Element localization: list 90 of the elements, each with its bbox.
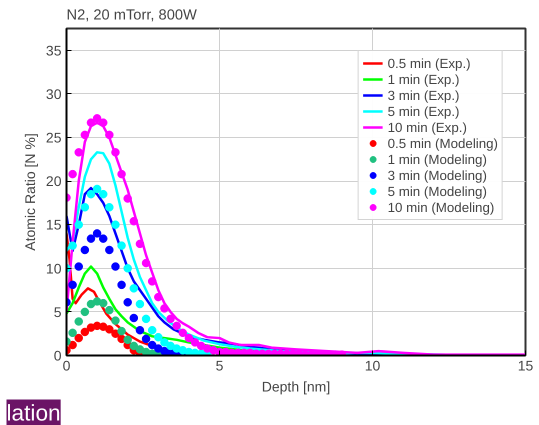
y-tick-label: 10 — [46, 260, 62, 276]
y-tick-label: 30 — [46, 86, 62, 102]
point — [123, 336, 132, 344]
point — [154, 332, 163, 342]
y-tick-label: 5 — [54, 304, 62, 320]
legend-label: 5 min (Modeling) — [388, 183, 487, 199]
point — [92, 229, 102, 238]
point — [117, 280, 126, 290]
point — [117, 241, 126, 250]
legend-label: 10 min (Exp.) — [388, 119, 467, 135]
x-tick-label: 10 — [364, 358, 380, 374]
point — [136, 240, 144, 248]
y-tick-label: 25 — [46, 130, 62, 146]
point — [154, 292, 163, 302]
point — [142, 258, 150, 268]
legend-label: 0.5 min (Exp.) — [388, 55, 471, 71]
point — [105, 306, 114, 314]
point — [184, 334, 194, 342]
text: lation — [6, 400, 61, 425]
point — [80, 203, 90, 212]
point — [130, 314, 138, 322]
point — [68, 280, 77, 290]
point — [80, 130, 90, 140]
legend-label: 5 min (Exp.) — [388, 103, 460, 119]
point — [123, 264, 132, 273]
chart-title: N2, 20 mTorr, 800W — [66, 8, 197, 24]
point — [86, 234, 96, 243]
x-tick-label: 5 — [216, 358, 224, 374]
point — [80, 308, 90, 316]
point — [111, 220, 120, 229]
point — [190, 338, 200, 347]
legend-label: 1 min (Exp.) — [388, 71, 460, 87]
point — [166, 314, 175, 324]
point — [117, 326, 126, 336]
point — [136, 300, 144, 308]
point — [80, 328, 90, 336]
legend-label: 10 min (Modeling) — [388, 199, 494, 215]
point — [160, 304, 169, 313]
point — [74, 317, 83, 326]
point — [98, 190, 108, 198]
point — [92, 114, 102, 123]
point — [98, 298, 108, 308]
y-tick-label: 20 — [46, 173, 62, 190]
point — [80, 246, 90, 254]
point — [74, 220, 83, 229]
point — [130, 284, 138, 293]
x-tick-label: 15 — [518, 358, 534, 374]
point — [105, 246, 114, 254]
point — [74, 262, 83, 271]
point — [68, 170, 77, 178]
point — [117, 170, 126, 178]
point — [130, 342, 138, 350]
point — [123, 194, 132, 203]
y-tick-label: 35 — [46, 42, 62, 58]
legend-label: 0.5 min (Modeling) — [388, 135, 498, 151]
point — [74, 148, 83, 157]
point — [105, 325, 114, 334]
point — [98, 322, 108, 331]
point — [148, 326, 156, 334]
point — [74, 334, 83, 342]
y-tick-label: 0 — [54, 348, 62, 364]
point — [111, 262, 120, 271]
point — [136, 326, 144, 334]
point — [172, 322, 181, 330]
legend-label: 3 min (Modeling) — [388, 167, 487, 183]
point — [160, 338, 169, 347]
x-axis-title: Depth [nm] — [262, 378, 330, 394]
point — [68, 340, 77, 350]
point — [148, 277, 156, 286]
point — [68, 328, 77, 338]
point — [123, 298, 132, 307]
point — [142, 314, 150, 324]
point — [130, 216, 138, 226]
legend-label: 1 min (Modeling) — [388, 151, 487, 167]
point — [142, 334, 150, 344]
point — [86, 118, 96, 127]
point — [68, 241, 77, 250]
point — [178, 328, 188, 338]
point — [111, 316, 120, 325]
point — [98, 234, 108, 243]
point — [98, 118, 108, 127]
point — [111, 148, 120, 157]
y-tick-label: 15 — [46, 216, 62, 233]
y-axis-title: Atomic Ratio [N %] — [22, 133, 38, 251]
point — [92, 184, 102, 194]
legend-label: 3 min (Exp.) — [388, 87, 460, 103]
point — [86, 190, 96, 198]
point — [105, 130, 114, 140]
point — [148, 340, 156, 350]
point — [105, 203, 114, 212]
